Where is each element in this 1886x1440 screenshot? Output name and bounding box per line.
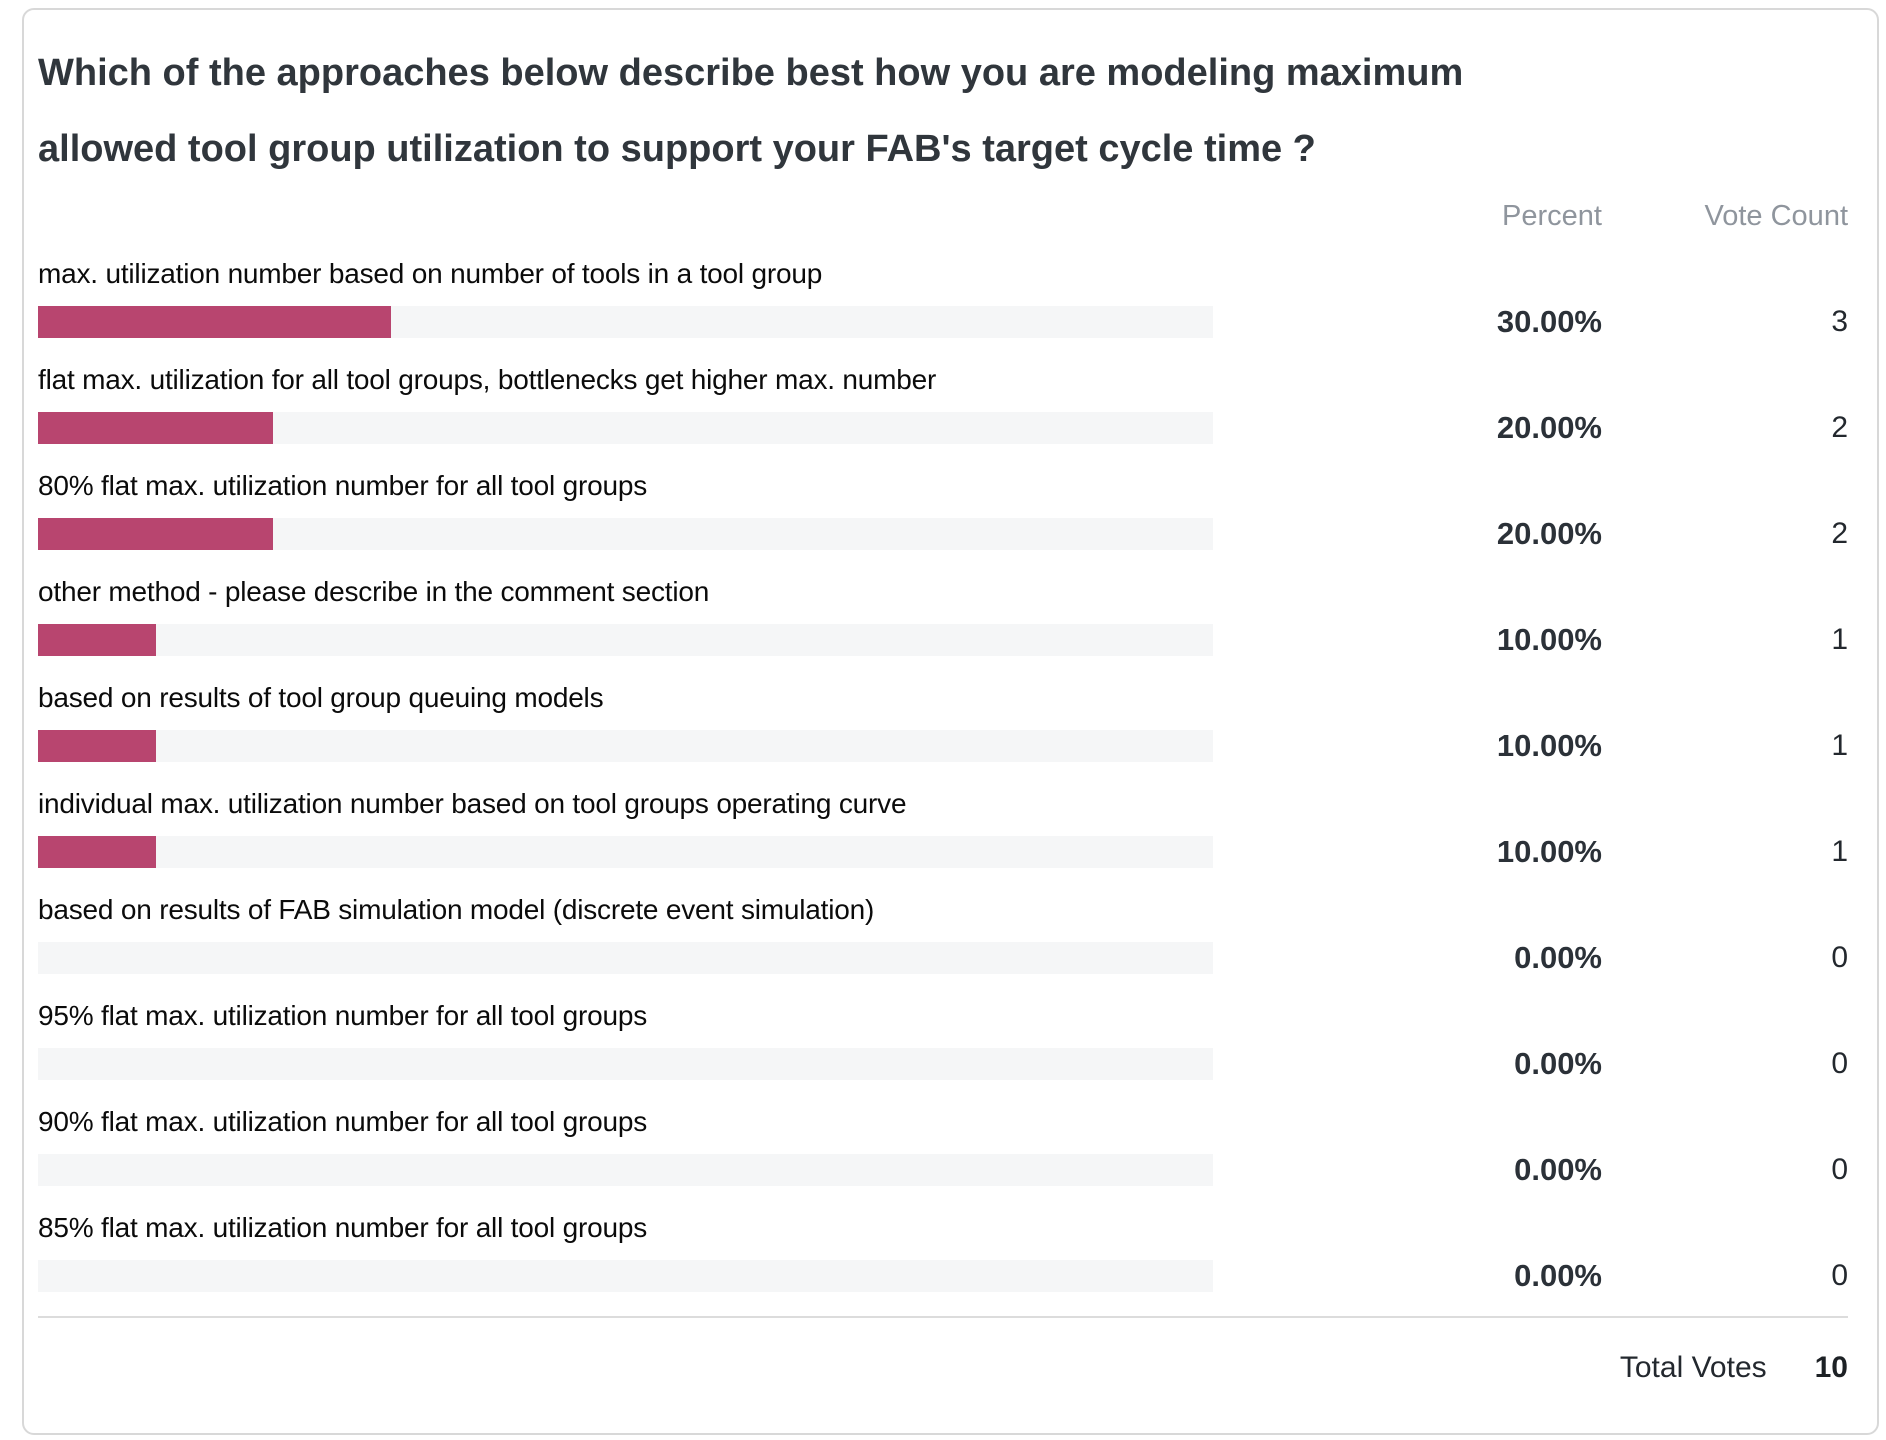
answer-vote-count: 0 [1831,941,1848,974]
percent-column-header: Percent [1502,200,1602,232]
answer-bar-track [38,1260,1213,1292]
answer-percent-value: 10.00% [1496,834,1602,869]
answer-bar-track [38,412,1213,444]
answer-vote-count: 0 [1831,1259,1848,1292]
results-list: max. utilization number based on number … [38,256,1848,1293]
answer-bar-fill [38,624,156,656]
answer-bar-track [38,1154,1213,1186]
answer-bar-track [38,306,1213,338]
answer-label: 95% flat max. utilization number for all… [38,1000,648,1031]
answer-bar-fill [38,412,273,444]
answer-label: flat max. utilization for all tool group… [38,364,937,395]
answer-vote-count: 1 [1831,729,1848,762]
answer-label: max. utilization number based on number … [38,258,823,289]
answer-label: individual max. utilization number based… [38,788,907,819]
answer-vote-count: 0 [1831,1047,1848,1080]
answer-percent-value: 10.00% [1496,728,1602,763]
answer-percent-value: 0.00% [1514,1046,1602,1081]
footer-divider [38,1316,1848,1318]
answer-percent-value: 10.00% [1496,622,1602,657]
poll-answer-row: flat max. utilization for all tool group… [38,362,1848,445]
answer-vote-count: 0 [1831,1153,1848,1186]
poll-question: Which of the approaches below describe b… [38,52,1464,170]
answer-label: based on results of FAB simulation model… [38,894,875,925]
poll-answer-row: based on results of FAB simulation model… [38,892,1848,975]
answer-label: 85% flat max. utilization number for all… [38,1212,648,1243]
poll-answer-row: based on results of tool group queuing m… [38,680,1848,763]
poll-answer-row: max. utilization number based on number … [38,256,1848,339]
poll-answer-row: 90% flat max. utilization number for all… [38,1104,1848,1187]
answer-label: 90% flat max. utilization number for all… [38,1106,648,1137]
poll-answer-row: 95% flat max. utilization number for all… [38,998,1848,1081]
answer-percent-value: 0.00% [1514,1152,1602,1187]
answer-percent-value: 20.00% [1496,410,1602,445]
answer-bar-fill [38,518,273,550]
answer-vote-count: 1 [1831,623,1848,656]
answer-bar-fill [38,730,156,762]
answer-bar-track [38,518,1213,550]
answer-bar-fill [38,836,156,868]
poll-answer-row: 85% flat max. utilization number for all… [38,1210,1848,1293]
answer-vote-count: 3 [1831,305,1848,338]
answer-bar-fill [38,306,391,338]
poll-answer-row: 80% flat max. utilization number for all… [38,468,1848,551]
answer-percent-value: 0.00% [1514,1258,1602,1293]
poll-answer-row: individual max. utilization number based… [38,786,1848,869]
answer-percent-value: 20.00% [1496,516,1602,551]
answer-bar-track [38,730,1213,762]
answer-label: 80% flat max. utilization number for all… [38,470,648,501]
answer-vote-count: 2 [1831,517,1848,550]
answer-bar-track [38,624,1213,656]
poll-results-card: Which of the approaches below describe b… [22,8,1879,1435]
answer-label: other method - please describe in the co… [38,576,710,607]
total-votes-label: Total Votes [1619,1351,1767,1384]
answer-bar-track [38,942,1213,974]
answer-label: based on results of tool group queuing m… [38,682,604,713]
answer-vote-count: 2 [1831,411,1848,444]
total-votes-row: Total Votes 10 [38,1348,1848,1388]
answer-vote-count: 1 [1831,835,1848,868]
answer-percent-value: 0.00% [1514,940,1602,975]
vote-count-column-header: Vote Count [1704,200,1849,232]
poll-answer-row: other method - please describe in the co… [38,574,1848,657]
total-votes-value: 10 [1814,1351,1848,1384]
answer-bar-track [38,1048,1213,1080]
answer-bar-track [38,836,1213,868]
answer-percent-value: 30.00% [1496,304,1602,339]
column-header-row: Percent Vote Count [38,199,1848,233]
